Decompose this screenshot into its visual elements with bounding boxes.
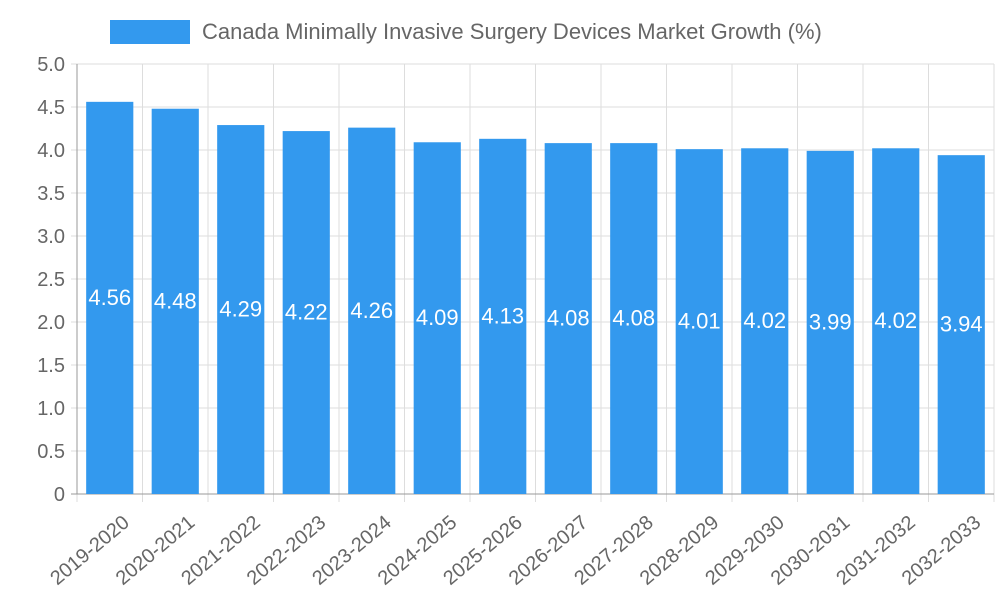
data-label: 4.08 [547, 306, 590, 331]
y-tick-label: 3.5 [37, 183, 65, 205]
y-tick-label: 3.0 [37, 226, 65, 248]
data-label: 4.29 [219, 297, 262, 322]
data-label: 4.48 [154, 288, 197, 313]
data-label: 3.99 [809, 309, 852, 334]
bar-2030-2031 [806, 150, 854, 495]
bar-2019-2020 [86, 101, 134, 494]
y-tick-label: 0 [54, 484, 65, 506]
y-axis-tick-labels: 0 0.5 1.0 1.5 2.0 2.5 3.0 3.5 4.0 4.5 5.0 [37, 54, 65, 506]
y-tick-label: 2.5 [37, 269, 65, 291]
bar-2026-2027 [544, 143, 592, 494]
y-tick-label: 0.5 [37, 441, 65, 463]
bar-2023-2024 [348, 127, 396, 494]
grid-lines [71, 63, 995, 502]
bar-2025-2026 [479, 138, 527, 494]
data-label: 4.13 [481, 303, 524, 328]
data-label: 4.26 [350, 298, 393, 323]
x-axis-tick-labels: 2019-20202020-20212021-20222022-20232023… [46, 511, 985, 589]
data-label: 4.09 [416, 305, 459, 330]
bars [86, 101, 985, 495]
data-labels: 4.56 4.48 4.29 4.22 4.26 4.09 4.13 4.08 4.08 4.01… [88, 285, 982, 337]
bar-2021-2022 [217, 125, 265, 494]
legend-swatch [110, 20, 190, 44]
bar-2028-2029 [675, 149, 723, 494]
data-label: 4.22 [285, 300, 328, 325]
data-label: 4.01 [678, 309, 721, 334]
data-label: 3.94 [940, 312, 983, 337]
legend-label: Canada Minimally Invasive Surgery Device… [202, 19, 822, 44]
y-tick-label: 1.0 [37, 398, 65, 420]
bar-2032-2033 [937, 155, 985, 494]
bar-2027-2028 [610, 143, 658, 494]
data-label: 4.02 [743, 308, 786, 333]
y-tick-label: 5.0 [37, 54, 65, 76]
bar-2022-2023 [282, 131, 330, 494]
data-label: 4.02 [874, 308, 917, 333]
y-tick-label: 2.0 [37, 312, 65, 334]
y-tick-label: 4.5 [37, 97, 65, 119]
bar-2020-2021 [151, 108, 199, 494]
bar-2031-2032 [872, 148, 920, 494]
legend[interactable]: Canada Minimally Invasive Surgery Device… [110, 19, 822, 44]
bar-2024-2025 [413, 142, 461, 494]
data-label: 4.08 [612, 306, 655, 331]
bar-2029-2030 [741, 148, 789, 494]
y-tick-label: 1.5 [37, 355, 65, 377]
y-tick-label: 4.0 [37, 140, 65, 162]
data-label: 4.56 [88, 285, 131, 310]
